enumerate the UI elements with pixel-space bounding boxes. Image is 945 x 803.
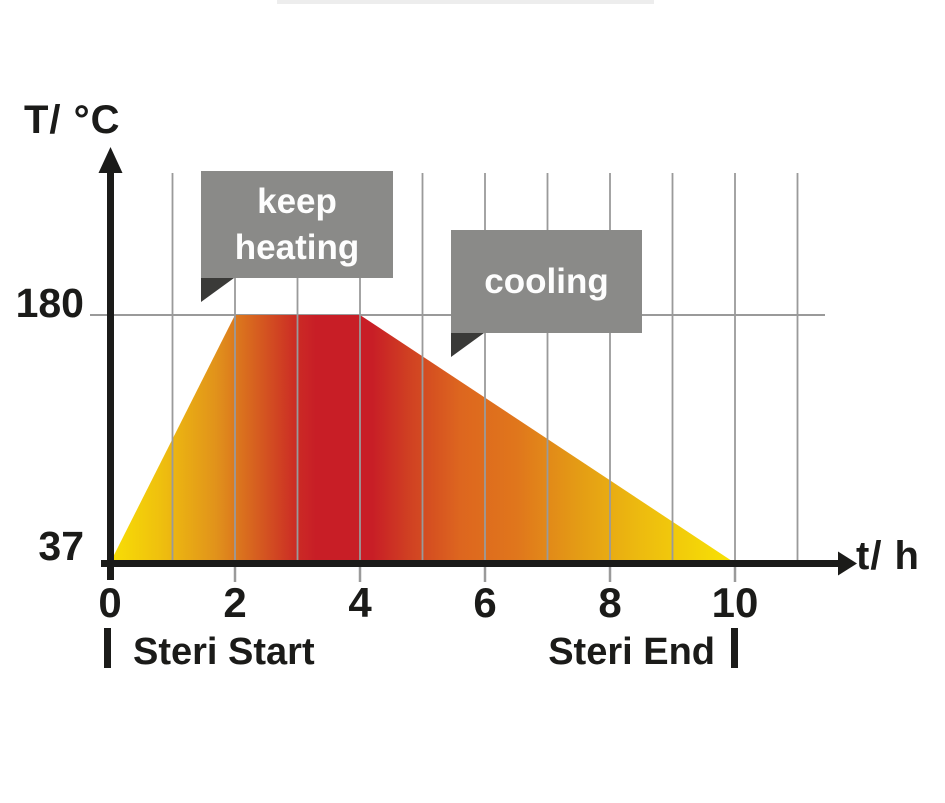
x-tick-label-8: 8 xyxy=(598,579,622,626)
top-divider xyxy=(277,0,654,4)
y-axis-arrow-icon xyxy=(98,147,123,173)
callout-pointer-icon xyxy=(201,278,234,302)
callout-cooling: cooling xyxy=(451,230,642,357)
x-tick-label-0: 0 xyxy=(98,579,122,626)
callout-pointer-icon xyxy=(451,333,484,357)
x-tick-label-2: 2 xyxy=(223,579,247,626)
x-tick-label-4: 4 xyxy=(348,579,372,626)
x-axis-arrow-icon xyxy=(838,551,857,576)
callout-keep-heating: keep heating xyxy=(201,171,393,302)
steri-end-label: Steri End xyxy=(548,631,715,673)
y-tick-label-37: 37 xyxy=(38,523,84,569)
callout-keep-heating-line2: heating xyxy=(234,227,360,267)
x-axis-title: t/ h xyxy=(856,534,920,578)
callout-cooling-label: cooling xyxy=(484,261,609,301)
callout-keep-heating-line1: keep xyxy=(257,181,337,221)
y-tick-label-180: 180 xyxy=(15,280,84,326)
steri-start-label: Steri Start xyxy=(133,631,315,673)
steri-start-tick xyxy=(104,628,111,668)
x-tick-label-6: 6 xyxy=(473,579,497,626)
y-axis-title: T/ °C xyxy=(24,98,121,142)
steri-end-tick xyxy=(731,628,738,668)
x-tick-label-10: 10 xyxy=(711,579,759,626)
